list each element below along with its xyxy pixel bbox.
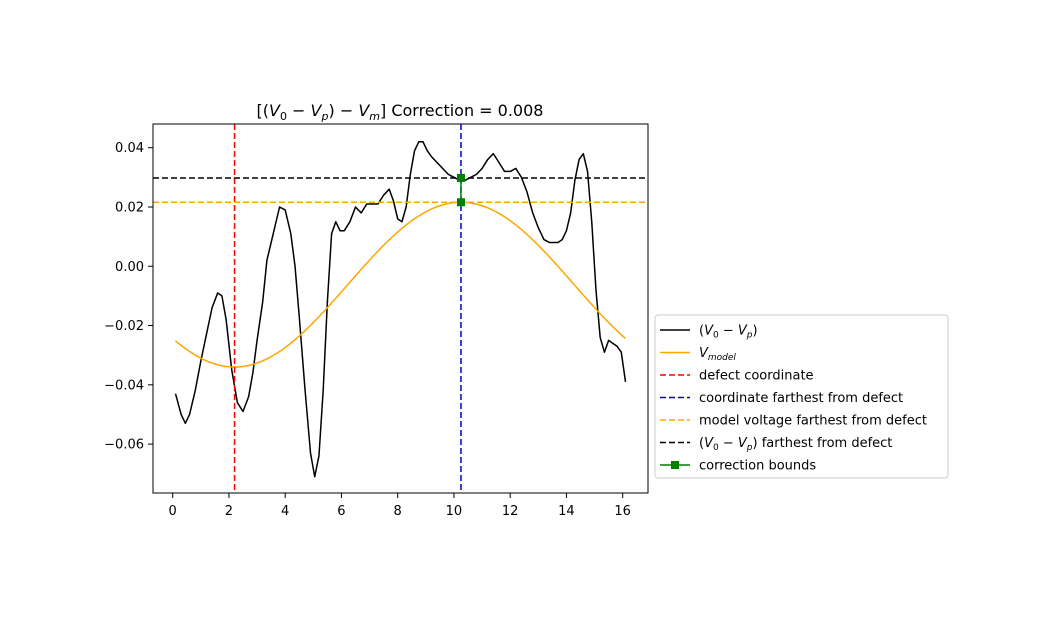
series-vmodel-line xyxy=(175,201,626,368)
x-tick-label: 4 xyxy=(281,504,289,519)
legend-label-6: correction bounds xyxy=(699,459,816,474)
x-tick-label: 16 xyxy=(614,504,631,519)
series-vp-line xyxy=(174,141,627,478)
axes-frame xyxy=(152,123,649,494)
chart-title: [(V0 − Vp) − Vm] Correction = 0.008 xyxy=(257,101,544,123)
legend-label-0: (V0 − Vp) xyxy=(699,324,758,341)
x-tick-label: 0 xyxy=(169,504,177,519)
correction-bound-marker xyxy=(456,198,465,207)
y-tick-label: 0.04 xyxy=(115,141,144,156)
x-tick-label: 14 xyxy=(558,504,575,519)
y-tick-label: −0.02 xyxy=(104,319,144,334)
legend: (V0 − Vp) Vmodel defect coordinate coordina… xyxy=(654,314,949,479)
y-tick-label: 0.00 xyxy=(115,260,144,275)
axes-ticks: 0 2 4 6 8 10 12 14 16 −0.06 −0.04 −0.02 0.00 0.02 0.04 xyxy=(104,141,631,519)
legend-label-3: coordinate farthest from defect xyxy=(699,391,903,406)
legend-label-5: (V0 − Vp) farthest from defect xyxy=(699,436,892,453)
plot-area xyxy=(153,124,648,493)
x-tick-label: 8 xyxy=(394,504,402,519)
legend-box xyxy=(654,314,949,479)
y-tick-label: −0.04 xyxy=(104,378,144,393)
y-tick-label: −0.06 xyxy=(104,438,144,453)
legend-label-4: model voltage farthest from defect xyxy=(699,414,927,429)
y-tick-label: 0.02 xyxy=(115,200,144,215)
legend-label-2: defect coordinate xyxy=(699,369,814,384)
correction-bound-marker xyxy=(456,173,465,182)
legend-label-1: Vmodel xyxy=(699,346,736,363)
x-tick-label: 12 xyxy=(502,504,519,519)
legend-marker xyxy=(671,461,679,469)
x-tick-label: 10 xyxy=(446,504,463,519)
x-tick-label: 2 xyxy=(225,504,233,519)
x-tick-label: 6 xyxy=(337,504,345,519)
